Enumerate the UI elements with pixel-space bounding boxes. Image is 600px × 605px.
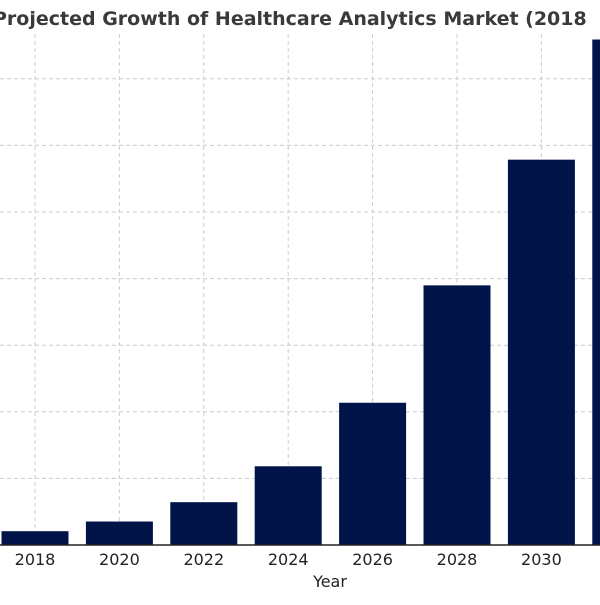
x-tick-label: 2022 <box>183 550 224 569</box>
bar-2032 <box>592 40 600 545</box>
bar-2024 <box>255 466 322 545</box>
x-tick-label: 2028 <box>437 550 478 569</box>
chart-title: Projected Growth of Healthcare Analytics… <box>0 8 587 30</box>
x-tick-label: 2030 <box>521 550 562 569</box>
x-tick-label: 2024 <box>268 550 309 569</box>
bar-2020 <box>86 522 153 545</box>
bar-series <box>2 40 600 545</box>
x-tick-label: 2026 <box>352 550 393 569</box>
x-axis-label: Year <box>312 572 347 591</box>
bar-2026 <box>339 403 406 545</box>
x-tick-label: 2020 <box>99 550 140 569</box>
bar-2028 <box>424 285 491 545</box>
bar-2030 <box>508 160 575 545</box>
x-tick-label: 2018 <box>15 550 56 569</box>
bar-2018 <box>2 531 69 545</box>
bar-2022 <box>170 502 237 545</box>
x-tick-labels: 2018 2020 2022 2024 2026 2028 2030 <box>15 550 562 569</box>
